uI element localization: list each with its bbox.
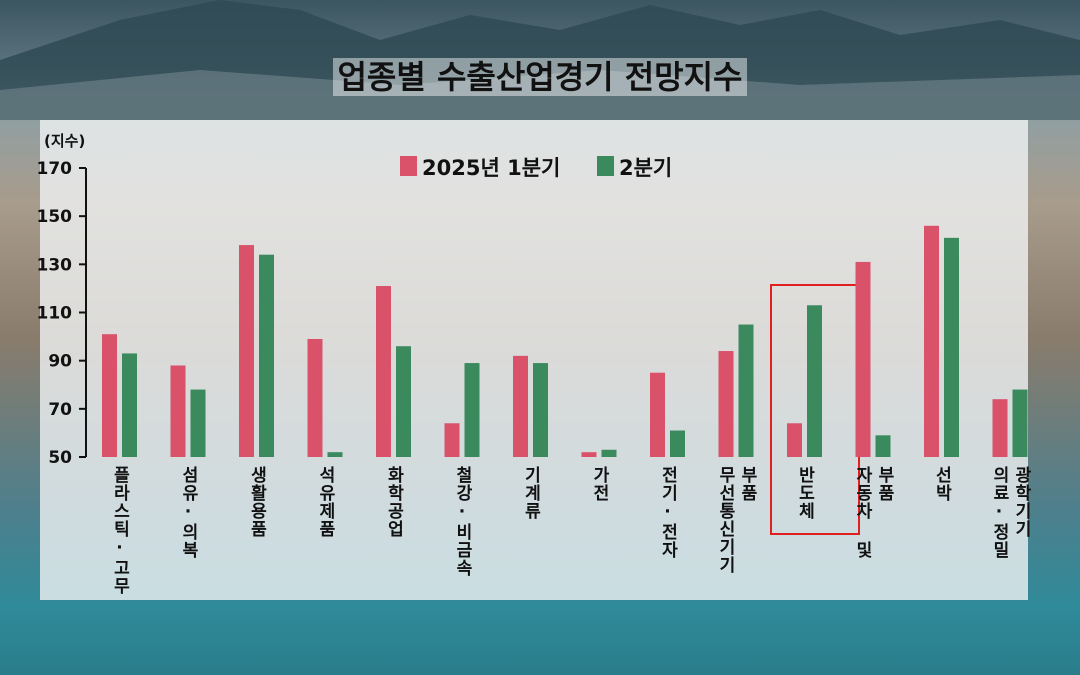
bar-s2-3 <box>259 254 274 457</box>
bar-s2-5 <box>396 346 411 457</box>
legend-label-1: 2025년 1분기 <box>422 156 560 180</box>
y-tick-label: 170 <box>37 159 73 179</box>
category-label-11: 반도체 <box>795 466 815 520</box>
y-tick-label: 90 <box>48 352 72 372</box>
chart-title: 업종별 수출산업경기 전망지수 <box>0 52 1080 98</box>
y-tick-label: 70 <box>48 400 72 420</box>
bar-s1-3 <box>239 245 254 457</box>
category-label-2: 섬유·의복 <box>178 466 198 559</box>
category-label-7: 기계류 <box>521 466 541 520</box>
category-label-12-2: 부품 <box>874 466 894 502</box>
bar-s2-8 <box>601 449 617 457</box>
bar-s2-1 <box>122 353 137 457</box>
bar-s1-2 <box>170 365 186 457</box>
bar-s1-7 <box>513 355 528 457</box>
mountain-silhouette <box>0 0 1080 120</box>
bar-s2-12 <box>875 435 891 457</box>
y-tick-label: 150 <box>37 207 73 227</box>
category-label-13: 선박 <box>932 466 952 502</box>
bar-s2-9 <box>670 430 685 457</box>
category-label-4: 석유제품 <box>315 466 335 538</box>
category-label-1: 플라스틱·고무 <box>110 466 130 595</box>
category-label-5: 화학공업 <box>384 466 404 538</box>
category-label-9: 전기·전자 <box>658 466 678 559</box>
bar-s2-11 <box>807 305 822 457</box>
bar-s2-14 <box>1012 389 1028 457</box>
category-label-14-1: 의료·정밀 <box>989 466 1009 559</box>
bar-s2-13 <box>944 237 959 457</box>
category-label-8: 가전 <box>589 466 609 502</box>
y-tick-label: 50 <box>48 448 72 468</box>
bar-s2-10 <box>738 324 754 457</box>
bar-s1-6 <box>444 423 460 457</box>
bar-s1-12 <box>855 261 871 457</box>
bar-s2-6 <box>464 363 480 457</box>
bar-s1-9 <box>650 372 665 457</box>
category-label-12-1: 자동차 및 <box>852 466 872 559</box>
bar-s1-13 <box>924 225 939 457</box>
bar-s2-7 <box>533 363 548 457</box>
bar-s1-1 <box>102 334 117 457</box>
legend-swatch-2 <box>597 156 614 176</box>
category-label-10-2: 부품 <box>737 466 757 502</box>
y-tick-label: 130 <box>37 255 73 275</box>
bar-s1-4 <box>307 338 323 457</box>
legend-swatch-1 <box>400 156 417 176</box>
category-label-6: 철강·비금속 <box>452 466 472 577</box>
bar-s1-10 <box>718 351 734 457</box>
category-label-3: 생활용품 <box>247 466 267 538</box>
y-axis-unit-label: (지수) <box>44 132 85 150</box>
bar-s2-2 <box>190 389 206 457</box>
bar-s1-8 <box>581 452 597 457</box>
category-label-14-2: 광학기기 <box>1011 466 1031 538</box>
bar-s2-4 <box>327 452 343 457</box>
bar-s1-14 <box>992 399 1008 457</box>
y-tick-label: 110 <box>37 304 73 324</box>
category-label-10-1: 무선통신기기 <box>715 466 735 574</box>
bar-s1-11 <box>787 423 802 457</box>
bar-s1-5 <box>376 286 391 457</box>
legend-label-2: 2분기 <box>619 156 672 180</box>
